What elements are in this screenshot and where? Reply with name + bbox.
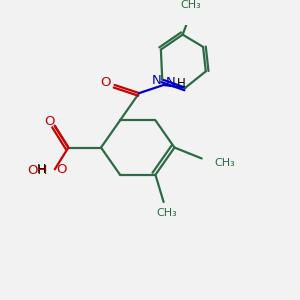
Text: CH₃: CH₃ xyxy=(214,158,235,167)
Text: N: N xyxy=(166,76,175,89)
Text: CH₃: CH₃ xyxy=(156,208,177,218)
Text: O: O xyxy=(44,115,55,128)
Text: OH: OH xyxy=(27,164,47,177)
Text: O: O xyxy=(56,163,67,176)
Text: H: H xyxy=(177,77,186,90)
Text: CH₃: CH₃ xyxy=(180,0,201,10)
Text: H: H xyxy=(37,163,46,176)
Text: N: N xyxy=(152,74,162,87)
Text: O: O xyxy=(100,76,110,89)
